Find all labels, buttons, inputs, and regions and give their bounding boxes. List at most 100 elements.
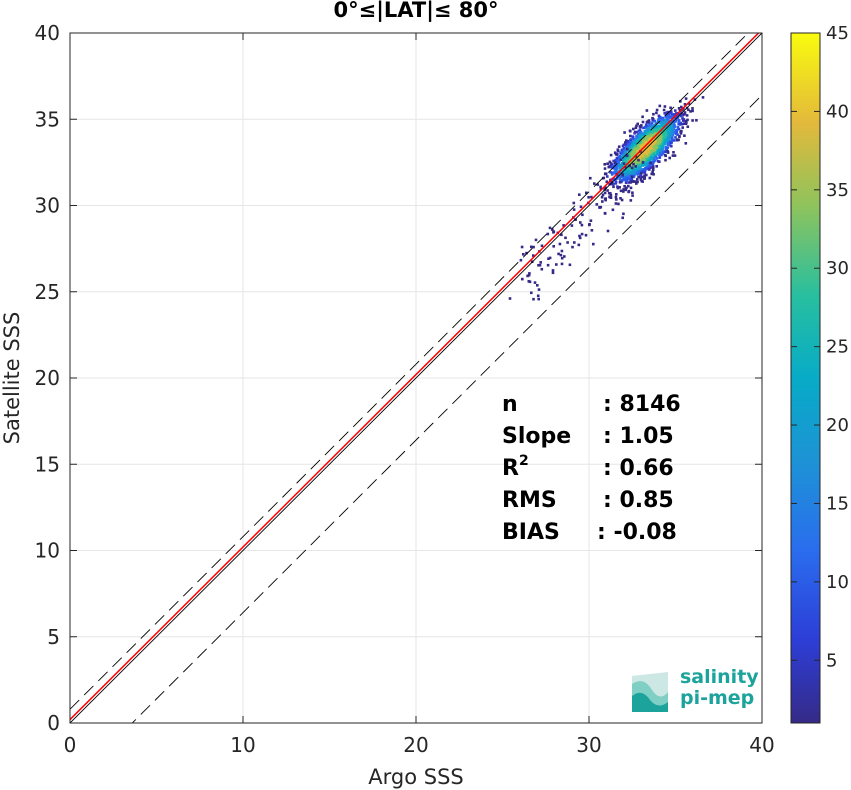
density-point: [634, 180, 637, 183]
density-point: [641, 138, 644, 142]
density-point: [667, 112, 670, 116]
stat-value: : 0.66: [603, 456, 674, 481]
density-point: [578, 234, 581, 238]
density-point: [672, 151, 675, 154]
density-point: [622, 212, 625, 216]
density-point: [519, 258, 523, 262]
y-tick-label: 0: [47, 711, 60, 735]
density-point: [652, 129, 655, 132]
density-point: [656, 160, 660, 163]
density-point: [618, 172, 621, 176]
density-point: [578, 236, 582, 240]
density-point: [650, 133, 654, 137]
density-point: [664, 119, 667, 122]
density-point: [644, 123, 648, 127]
density-point: [669, 126, 672, 130]
density-point: [645, 128, 648, 131]
y-tick-label: 30: [35, 194, 60, 218]
density-point: [623, 185, 626, 188]
density-point: [555, 263, 558, 266]
density-point: [636, 180, 639, 184]
stat-value: : -0.08: [597, 520, 677, 545]
density-point: [624, 181, 628, 185]
density-point: [537, 288, 541, 291]
density-point: [620, 198, 624, 202]
density-point: [640, 179, 643, 183]
density-point: [616, 148, 620, 151]
density-point: [621, 159, 625, 162]
density-point: [661, 118, 664, 121]
density-point: [624, 166, 627, 169]
density-point: [650, 131, 653, 135]
colorbar-tick-label: 15: [826, 493, 849, 514]
density-point: [596, 183, 599, 186]
colorbar-tick-label: 30: [826, 258, 849, 279]
density-point: [654, 154, 658, 157]
x-tick-label: 40: [749, 733, 774, 757]
density-point: [628, 144, 631, 147]
density-point: [623, 176, 627, 179]
density-point: [685, 114, 689, 117]
density-point: [636, 122, 639, 126]
stat-key: BIAS: [502, 520, 560, 545]
density-point: [660, 145, 663, 149]
wave-logo-icon: [632, 672, 668, 712]
density-point: [677, 119, 681, 122]
density-point: [636, 168, 639, 171]
density-point: [585, 191, 588, 195]
density-point: [679, 114, 683, 118]
density-point: [630, 166, 634, 170]
density-point: [631, 151, 635, 154]
density-point: [676, 116, 679, 120]
density-point: [687, 108, 690, 112]
density-point: [664, 158, 667, 162]
density-point: [647, 150, 650, 154]
density-point: [644, 125, 647, 129]
density-point: [637, 172, 640, 175]
lower-band-line: [131, 94, 762, 723]
density-point: [611, 171, 614, 174]
density-point: [639, 130, 643, 134]
density-point: [645, 173, 648, 177]
density-point: [633, 132, 636, 135]
density-point: [615, 198, 618, 201]
density-point: [669, 106, 672, 110]
density-point: [537, 297, 540, 301]
density-point: [647, 132, 651, 135]
density-point: [636, 165, 640, 169]
density-point: [563, 255, 566, 258]
density-point: [667, 117, 670, 121]
density-point: [617, 145, 621, 148]
density-point: [633, 159, 637, 163]
density-point: [669, 110, 673, 113]
density-point: [664, 121, 667, 124]
density-point: [651, 170, 654, 174]
y-tick-label: 10: [35, 539, 60, 563]
density-point: [664, 133, 668, 137]
density-point: [665, 147, 668, 150]
density-point: [635, 154, 639, 158]
density-point: [632, 140, 635, 143]
density-point: [683, 134, 686, 137]
density-points: [508, 96, 705, 301]
density-point: [651, 154, 654, 157]
x-axis-title: Argo SSS: [368, 765, 463, 789]
density-point: [557, 252, 560, 256]
density-point: [658, 104, 662, 108]
density-point: [650, 144, 653, 147]
density-point: [592, 242, 595, 246]
density-point: [643, 168, 646, 171]
density-point: [609, 153, 613, 157]
density-point: [629, 156, 633, 159]
density-point: [677, 113, 681, 116]
density-point: [683, 113, 686, 116]
density-point: [660, 153, 663, 157]
density-point: [636, 161, 640, 164]
density-point: [639, 178, 643, 181]
density-point: [629, 163, 633, 167]
density-point: [617, 157, 621, 160]
density-point: [677, 127, 681, 131]
stat-value: : 8146: [603, 392, 681, 417]
density-point: [645, 150, 648, 154]
density-point: [665, 139, 668, 143]
